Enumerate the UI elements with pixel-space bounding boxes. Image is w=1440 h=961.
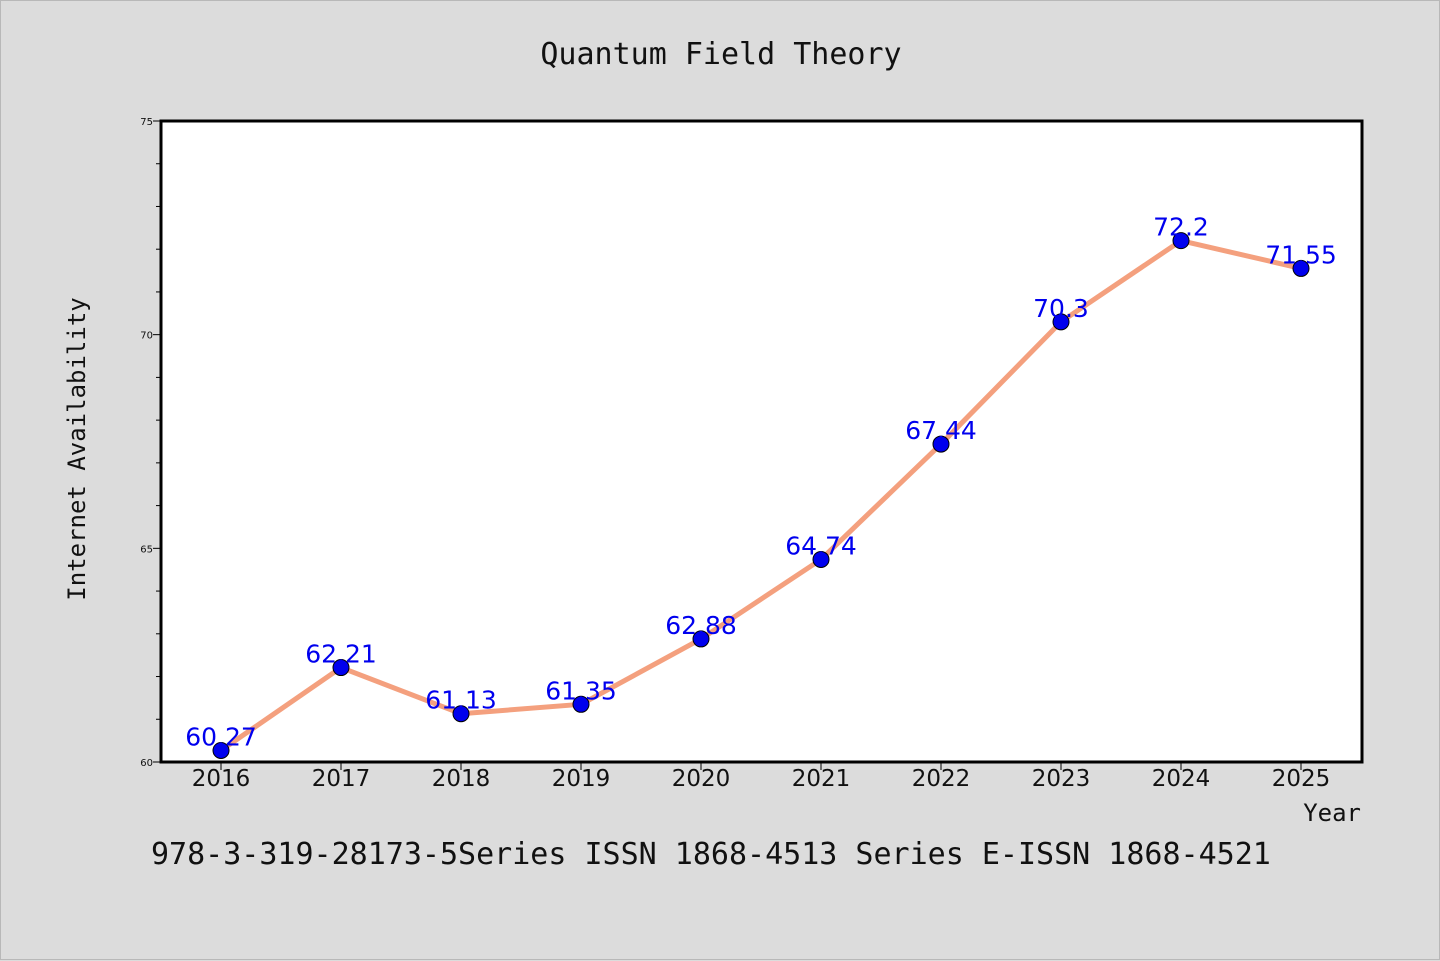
data-point <box>1052 313 1070 331</box>
data-label: 61.13 <box>425 686 497 715</box>
data-point <box>332 659 350 677</box>
data-point <box>572 695 590 713</box>
y-tick-label: 60 <box>140 758 153 769</box>
data-point <box>692 630 710 648</box>
x-tick-label: 2024 <box>1152 766 1211 792</box>
data-labels-group: 60.27 62.21 61.13 61.35 62.88 64.74 67.44 70.3 7… <box>185 213 1337 752</box>
data-label: 70.3 <box>1033 294 1089 323</box>
x-tick-label: 2025 <box>1272 766 1331 792</box>
x-tick-label: 2017 <box>312 766 371 792</box>
data-label: 62.88 <box>665 611 737 640</box>
series-line <box>218 238 1304 753</box>
x-tick-label: 2022 <box>912 766 971 792</box>
data-label: 64.74 <box>785 531 857 560</box>
data-point <box>212 741 230 759</box>
data-point <box>932 435 950 453</box>
data-point <box>1172 232 1190 250</box>
data-label: 61.35 <box>545 676 617 705</box>
x-tick-label: 2020 <box>672 766 731 792</box>
data-label: 62.21 <box>305 640 377 669</box>
x-tick-label: 2018 <box>432 766 491 792</box>
data-label: 67.44 <box>905 416 977 445</box>
data-point <box>1292 259 1310 277</box>
data-label: 60.27 <box>185 722 257 751</box>
markers-group <box>212 232 1310 759</box>
data-point <box>452 705 470 723</box>
x-tick-label: 2016 <box>192 766 251 792</box>
y-axis: 60 65 70 75 <box>140 117 161 769</box>
data-label: 71.55 <box>1265 240 1337 269</box>
x-tick-label: 2023 <box>1032 766 1091 792</box>
y-tick-label: 70 <box>140 331 153 342</box>
data-point <box>812 550 830 568</box>
y-axis-label: Internet Availability <box>63 297 91 600</box>
footer-text: 978-3-319-28173-5Series ISSN 1868-4513 S… <box>151 837 1271 872</box>
chart-title: Quantum Field Theory <box>540 37 901 72</box>
data-label: 72.2 <box>1153 213 1209 242</box>
plot-area <box>159 119 1364 764</box>
x-axis: 2016 2017 2018 2019 2020 2021 2022 2023 2024 2025 <box>192 762 1331 792</box>
series-line-group <box>218 238 1304 753</box>
y-tick-label: 65 <box>140 544 153 555</box>
x-axis-label: Year <box>1303 799 1361 827</box>
y-tick-label: 75 <box>140 117 153 128</box>
x-tick-label: 2021 <box>792 766 851 792</box>
x-tick-label: 2019 <box>552 766 611 792</box>
